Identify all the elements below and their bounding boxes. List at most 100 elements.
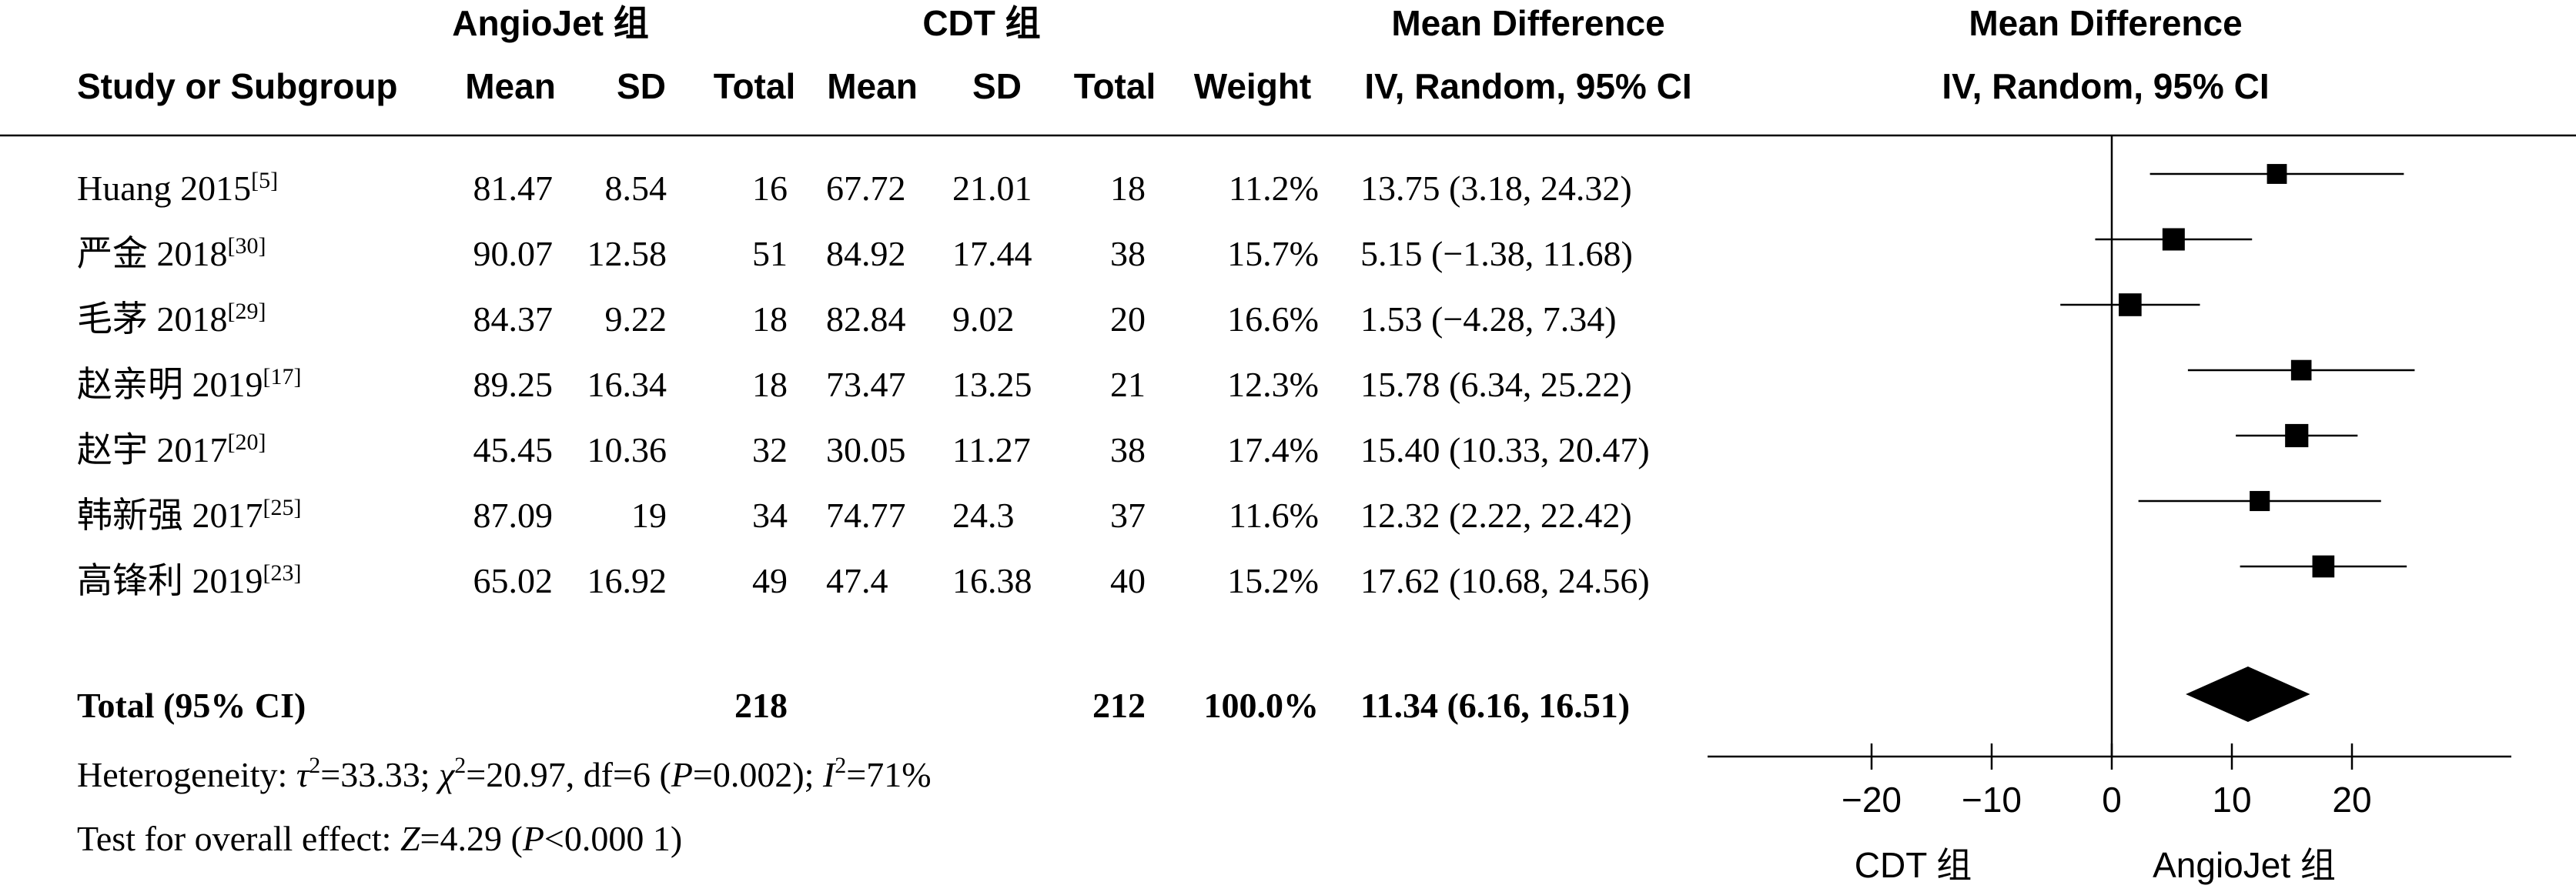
total-row: Total (95% CI) 218 212 100.0% 11.34 (6.1…	[77, 686, 1630, 725]
study-name: 严金 2018[30]	[77, 233, 266, 273]
study-row: 高锋利 2019[23] 65.02 16.92 49 47.4 16.38 40 15.2%…	[77, 560, 1650, 600]
effect-square	[2250, 490, 2270, 512]
x-tick-label: 10	[2212, 780, 2251, 820]
cdt-mean: 30.05	[826, 430, 906, 469]
cdt-sd: 17.44	[952, 234, 1032, 273]
pooled-diamond	[2186, 666, 2310, 722]
study-weight: 11.2%	[1229, 169, 1319, 208]
study-reference: [25]	[263, 495, 302, 520]
effect-square	[2267, 164, 2287, 184]
plot-area: −20 −10 0 10 20 CDT 组 AngioJet 组	[1708, 135, 2511, 885]
total2-value: 212	[1092, 686, 1146, 725]
group1-header: AngioJet 组	[452, 3, 649, 43]
cdt-total: 38	[1110, 234, 1146, 273]
effect-square	[2290, 359, 2312, 381]
sd2-col-header: SD	[972, 66, 1022, 106]
mean1-col-header: Mean	[465, 66, 556, 106]
cdt-mean: 67.72	[826, 169, 906, 208]
cdt-mean: 82.84	[826, 299, 906, 339]
study-name: Huang 2015[5]	[77, 168, 278, 208]
mean-diff-header: Mean Difference	[1391, 3, 1664, 43]
cdt-sd: 9.02	[952, 299, 1015, 339]
angiojet-mean: 81.47	[473, 169, 554, 208]
cdt-mean: 73.47	[826, 365, 906, 404]
total-label: Total (95% CI)	[77, 686, 306, 725]
heterogeneity-text: Heterogeneity: τ2=33.33; χ2=20.97, df=6 …	[77, 753, 932, 794]
cdt-sd: 21.01	[952, 169, 1032, 208]
study-ci: 12.32 (2.22, 22.42)	[1360, 496, 1632, 535]
study-name: 赵宇 2017[20]	[77, 429, 266, 469]
x-tick-label: −20	[1842, 780, 1902, 820]
angiojet-mean: 90.07	[473, 234, 554, 273]
cdt-total: 20	[1110, 299, 1146, 339]
x-tick-label: 0	[2102, 780, 2122, 820]
study-reference: [17]	[263, 364, 302, 389]
angiojet-sd: 10.36	[587, 430, 667, 469]
sd1-col-header: SD	[617, 66, 666, 106]
study-label: Huang 2015	[77, 169, 251, 208]
angiojet-sd: 9.22	[605, 299, 667, 339]
study-label: 赵宇 2017	[77, 430, 228, 469]
study-reference: [23]	[263, 560, 302, 586]
study-name: 韩新强 2017[25]	[77, 495, 301, 535]
angiojet-mean: 65.02	[473, 561, 554, 600]
overall-effect-text: Test for overall effect: Z=4.29 (P<0.000…	[77, 819, 682, 858]
effect-square	[2312, 555, 2335, 578]
angiojet-mean: 84.37	[473, 299, 554, 339]
angiojet-mean: 89.25	[473, 365, 554, 404]
study-row: 毛茅 2018[29] 84.37 9.22 18 82.84 9.02 20 16.6% 1.…	[77, 299, 1617, 339]
study-ci: 15.78 (6.34, 25.22)	[1360, 365, 1632, 404]
angiojet-sd: 16.34	[587, 365, 667, 404]
study-weight: 15.2%	[1227, 561, 1319, 600]
study-label: 高锋利 2019	[77, 561, 263, 600]
study-label: 韩新强 2017	[77, 496, 263, 535]
mean2-col-header: Mean	[827, 66, 918, 106]
total-ci: 11.34 (6.16, 16.51)	[1360, 686, 1630, 725]
total-weight: 100.0%	[1204, 686, 1320, 725]
angiojet-sd: 12.58	[587, 234, 667, 273]
total1-col-header: Total	[714, 66, 795, 106]
study-label: 毛茅 2018	[77, 299, 228, 339]
study-weight: 16.6%	[1227, 299, 1319, 339]
cdt-mean: 47.4	[826, 561, 888, 600]
x-axis-ticks: −20 −10 0 10 20	[1842, 743, 2372, 820]
study-label: 赵亲明 2019	[77, 365, 263, 404]
study-name: 毛茅 2018[29]	[77, 299, 266, 339]
study-name: 赵亲明 2019[17]	[77, 364, 301, 404]
study-rows: Huang 2015[5] 81.47 8.54 16 67.72 21.01 18 11.2…	[77, 168, 1650, 600]
study-row: 韩新强 2017[25] 87.09 19 34 74.77 24.3 37 11.6% 12.…	[77, 495, 1632, 535]
ci-col-header: IV, Random, 95% CI	[1364, 66, 1691, 106]
study-reference: [5]	[251, 168, 278, 193]
weight-col-header: Weight	[1194, 66, 1311, 106]
angiojet-mean: 87.09	[473, 496, 554, 535]
effect-marks	[2060, 164, 2415, 578]
cdt-sd: 13.25	[952, 365, 1032, 404]
study-row: 赵宇 2017[20] 45.45 10.36 32 30.05 11.27 38 17.4%…	[77, 429, 1650, 469]
cdt-total: 38	[1110, 430, 1146, 469]
cdt-mean: 74.77	[826, 496, 906, 535]
angiojet-total: 18	[752, 299, 788, 339]
study-weight: 11.6%	[1229, 496, 1319, 535]
study-row: Huang 2015[5] 81.47 8.54 16 67.72 21.01 18 11.2…	[77, 168, 1632, 208]
angiojet-total: 18	[752, 365, 788, 404]
study-name: 高锋利 2019[23]	[77, 560, 301, 600]
study-reference: [30]	[228, 233, 266, 259]
study-ci: 15.40 (10.33, 20.47)	[1360, 430, 1650, 469]
cdt-total: 18	[1110, 169, 1146, 208]
total1-value: 218	[734, 686, 788, 725]
study-ci: 5.15 (−1.38, 11.68)	[1360, 234, 1633, 273]
cdt-sd: 11.27	[952, 430, 1031, 469]
effect-square	[2162, 228, 2185, 251]
study-weight: 12.3%	[1227, 365, 1319, 404]
cdt-total: 37	[1110, 496, 1146, 535]
study-reference: [20]	[228, 429, 266, 455]
study-col-header: Study or Subgroup	[77, 66, 398, 106]
study-label: 严金 2018	[77, 234, 228, 273]
angiojet-total: 32	[752, 430, 788, 469]
study-row: 赵亲明 2019[17] 89.25 16.34 18 73.47 13.25 21 12.3…	[77, 364, 1632, 404]
study-weight: 17.4%	[1227, 430, 1319, 469]
cdt-sd: 24.3	[952, 496, 1015, 535]
favours-left-label: CDT 组	[1855, 845, 1972, 885]
cdt-total: 21	[1110, 365, 1146, 404]
